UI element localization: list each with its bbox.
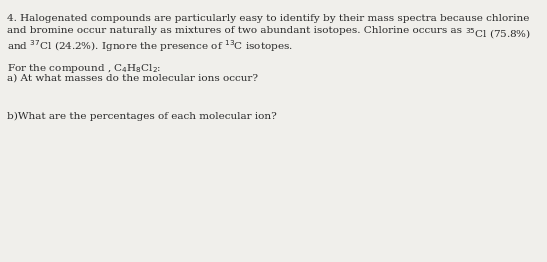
Text: and bromine occur naturally as mixtures of two abundant isotopes. Chlorine occur: and bromine occur naturally as mixtures … (7, 26, 465, 35)
Text: b)What are the percentages of each molecular ion?: b)What are the percentages of each molec… (7, 112, 277, 121)
Text: 4. Halogenated compounds are particularly easy to identify by their mass spectra: 4. Halogenated compounds are particularl… (7, 14, 529, 23)
Text: For the compound , C$_4$H$_8$Cl$_2$:: For the compound , C$_4$H$_8$Cl$_2$: (7, 62, 161, 75)
Text: $^{35}$Cl (75.8%): $^{35}$Cl (75.8%) (465, 26, 532, 41)
Text: and $^{37}$Cl (24.2%). Ignore the presence of $^{13}$C isotopes.: and $^{37}$Cl (24.2%). Ignore the presen… (7, 38, 293, 54)
Text: a) At what masses do the molecular ions occur?: a) At what masses do the molecular ions … (7, 74, 258, 83)
